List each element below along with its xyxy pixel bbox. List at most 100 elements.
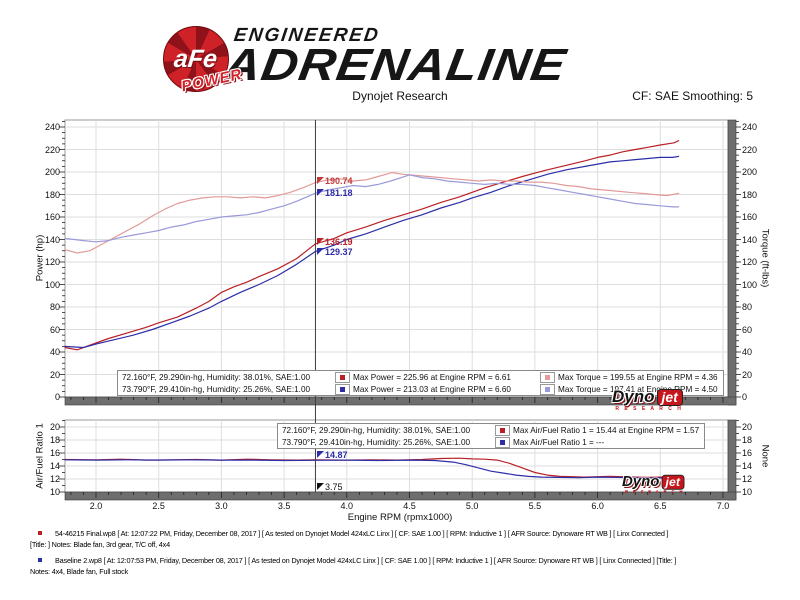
cursor-flag-icon	[317, 177, 324, 184]
tick-label: 0	[742, 392, 748, 402]
tick-label: 80	[49, 302, 60, 312]
tick-label: 180	[44, 189, 60, 200]
run1-env-info: 72.160°F, 29.290in-hg, Humidity: 38.01%,…	[122, 372, 311, 382]
run2-torque-swatch	[540, 383, 555, 395]
tick-label: 12	[49, 474, 60, 484]
afe-power-logo: aFe	[163, 26, 229, 92]
main-chart-legend: 72.160°F, 29.290in-hg, Humidity: 38.01%,…	[117, 370, 724, 396]
tick-label: 160	[44, 212, 60, 222]
tick-label: 6.5	[654, 501, 667, 511]
tick-label: 18	[742, 435, 753, 445]
tick-label: 20	[49, 369, 60, 380]
dynojet-logo: Dyno jet	[612, 387, 683, 407]
tick-label: 180	[742, 189, 758, 200]
afr-run1-env-info: 72.160°F, 29.290in-hg, Humidity: 38.01%,…	[282, 425, 471, 435]
tick-label: 120	[44, 257, 60, 267]
tick-label: 60	[742, 324, 753, 335]
cursor-flag-icon	[317, 483, 324, 490]
run2-power-swatch	[335, 383, 350, 395]
afe-logo-text: aFe	[173, 44, 220, 73]
cursor-flag-icon	[317, 238, 324, 245]
tick-label: 140	[44, 234, 60, 245]
run2-bullet-icon	[38, 558, 42, 562]
legend-row-run1: 72.160°F, 29.290in-hg, Humidity: 38.01%,…	[118, 371, 723, 383]
cursor-torque-run2: 181.18	[317, 188, 353, 198]
run1-torque-swatch	[540, 371, 555, 383]
run2-notes: Notes: 4x4, Blade fan, Full stock	[30, 567, 129, 576]
tick-label: 40	[742, 347, 753, 357]
tick-label: 10	[742, 487, 753, 497]
afr-axis-title: Air/Fuel Ratio 1	[34, 423, 46, 489]
cursor-power-run1: 136.19	[317, 237, 353, 247]
run1-notes: [Title: ] Notes: Blade fan, 3rd gear, T/…	[30, 540, 170, 549]
smoothing-label: CF: SAE Smoothing: 5	[632, 89, 753, 103]
afr-chart-legend: 72.160°F, 29.290in-hg, Humidity: 38.01%,…	[277, 423, 706, 449]
afr-run2-swatch	[495, 436, 510, 448]
tick-label: 220	[44, 144, 60, 155]
afr-chart-plot[interactable]	[65, 420, 728, 492]
tick-label: 3.0	[215, 501, 228, 511]
none-axis-title: None	[759, 444, 771, 468]
afr-legend-row-run2: 73.790°F, 29.410in-hg, Humidity: 25.26%,…	[278, 436, 704, 448]
cursor-rpm-value: 3.75	[317, 482, 343, 492]
cursor-flag-icon	[317, 189, 324, 196]
tick-label: 4.0	[340, 501, 354, 511]
tick-label: 16	[49, 448, 60, 458]
tick-label: 20	[742, 422, 753, 432]
run1-max-torque: Max Torque = 199.55 at Engine RPM = 4.36	[558, 372, 718, 382]
tick-label: 2.5	[152, 501, 165, 511]
tick-label: 20	[49, 422, 60, 432]
dynojet-logo: Dyno jet	[622, 473, 685, 491]
tick-label: 200	[742, 167, 758, 177]
run1-power-swatch	[335, 371, 350, 383]
afr-legend-row-run1: 72.160°F, 29.290in-hg, Humidity: 38.01%,…	[278, 424, 704, 436]
tick-label: 12	[742, 474, 753, 484]
run2-env-info: 73.790°F, 29.410in-hg, Humidity: 25.26%,…	[122, 384, 311, 394]
tick-label: 4.5	[403, 501, 416, 511]
run2-file-info: Baseline 2.wp8 [ At: 12:07:53 PM, Friday…	[55, 556, 677, 565]
cursor-afr-run2: 14.87	[317, 450, 348, 460]
dynojet-watermark-afr: Dyno jet R E S E A R C H	[622, 473, 685, 495]
tick-label: 3.5	[277, 501, 291, 511]
tick-label: 240	[742, 122, 758, 132]
afr-run1-swatch	[495, 424, 510, 436]
tick-label: 14	[742, 461, 753, 471]
run1-bullet-icon	[38, 531, 42, 535]
tick-label: 220	[742, 144, 758, 155]
tick-label: 14	[49, 461, 60, 471]
tick-label: 60	[49, 324, 60, 335]
tick-label: 160	[742, 212, 758, 222]
adrenaline-wordmark: ADRENALINE	[220, 39, 571, 90]
afr-run2-env-info: 73.790°F, 29.410in-hg, Humidity: 25.26%,…	[282, 437, 471, 447]
main-chart-plot[interactable]	[65, 120, 728, 397]
run1-max-power: Max Power = 225.96 at Engine RPM = 6.61	[353, 372, 511, 382]
cursor-torque-run1: 190.74	[317, 176, 353, 186]
dynojet-watermark-main: Dyno jet R E S E A R C H	[612, 387, 683, 412]
tick-label: 6.0	[591, 501, 604, 511]
rpm-axis-title: Engine RPM (rpmx1000)	[347, 512, 453, 523]
cursor-flag-icon	[317, 248, 324, 255]
torque-axis-title: Torque (ft-lbs)	[759, 228, 771, 288]
tick-label: 240	[44, 122, 60, 132]
tick-label: 10	[49, 487, 60, 497]
tick-label: 5.0	[465, 501, 479, 511]
dynojet-research-label: R E S E A R C H	[615, 406, 683, 412]
afr-run1-max: Max Air/Fuel Ratio 1 = 15.44 at Engine R…	[513, 425, 700, 435]
tick-label: 80	[742, 302, 753, 312]
tick-label: 100	[44, 279, 60, 290]
tick-label: 140	[742, 234, 758, 245]
run2-max-power: Max Power = 213.03 at Engine RPM = 6.60	[353, 384, 511, 394]
tick-label: 20	[742, 369, 753, 380]
run1-file-info: 54-46215 Final.wp8 [ At: 12:07:22 PM, Fr…	[55, 529, 669, 538]
tick-label: 120	[742, 257, 758, 267]
dynojet-research-label: R E S E A R C H	[625, 489, 685, 495]
cursor-power-run2: 129.37	[317, 247, 353, 257]
cursor-flag-icon	[317, 451, 324, 458]
tick-label: 2.0	[89, 501, 103, 511]
afr-run2-max: Max Air/Fuel Ratio 1 = ---	[513, 437, 605, 447]
chart-title: Dynojet Research	[352, 89, 448, 103]
tick-label: 16	[742, 448, 753, 458]
tick-label: 7.0	[716, 501, 730, 511]
tick-label: 100	[742, 279, 758, 290]
